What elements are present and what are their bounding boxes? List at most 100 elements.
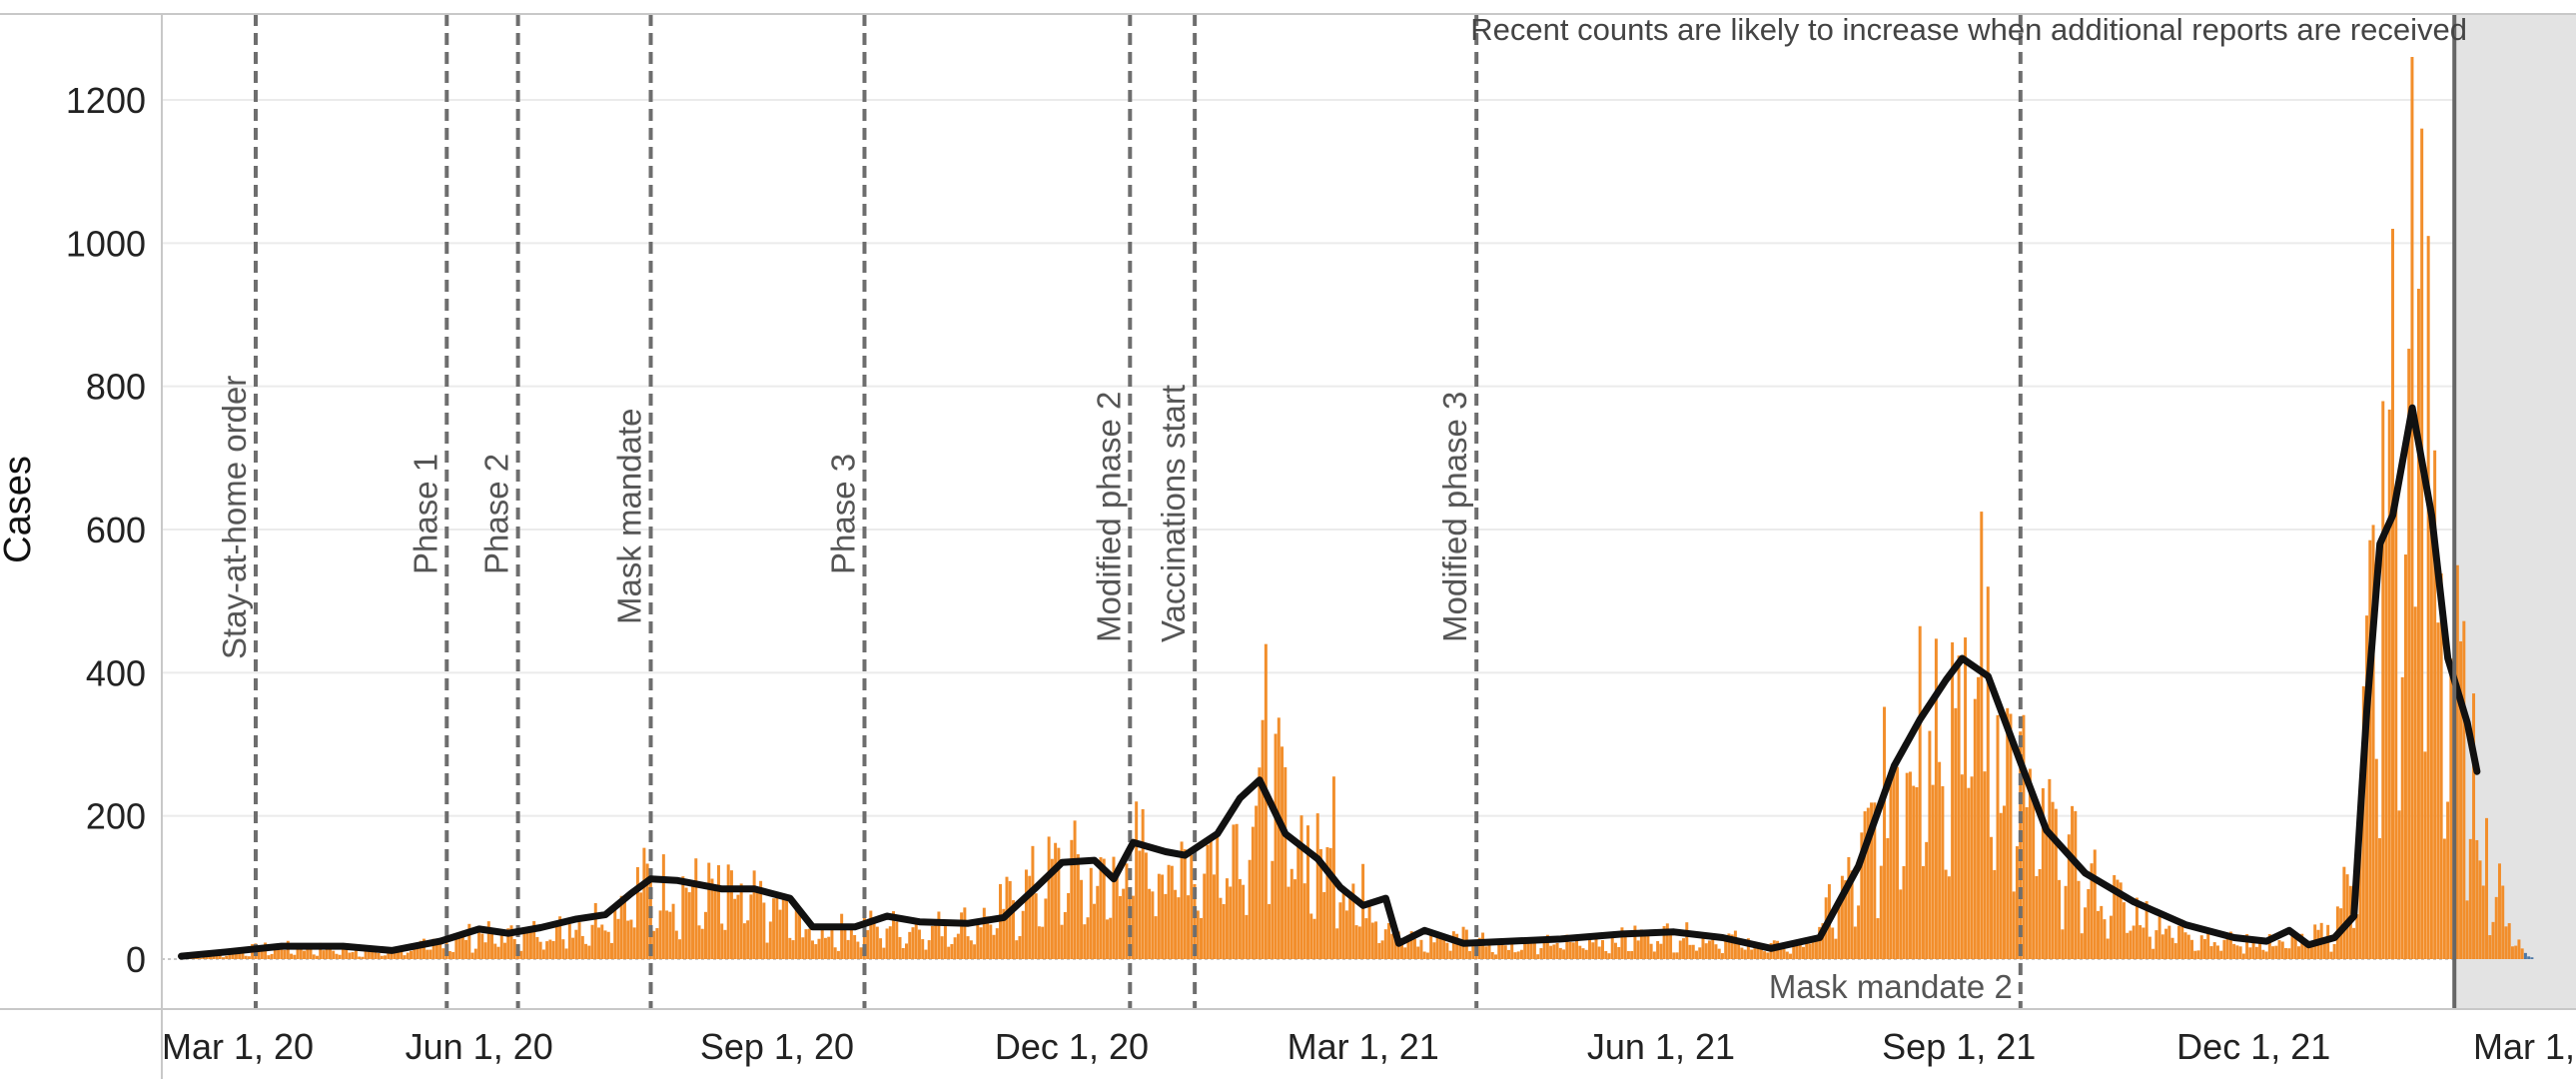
seven-day-average-line [178, 404, 2481, 960]
daily-case-bar [1513, 952, 1517, 959]
y-tick-label: 400 [86, 652, 146, 693]
daily-case-bar [700, 928, 704, 959]
daily-case-bar [1063, 911, 1067, 959]
daily-case-bar [457, 932, 461, 959]
daily-case-bar [587, 945, 591, 959]
daily-case-bar [312, 954, 316, 959]
daily-case-bar [199, 958, 203, 959]
daily-case-bar [1151, 891, 1155, 959]
daily-case-bar [687, 892, 691, 959]
daily-case-bar [499, 934, 503, 959]
daily-case-bar [901, 947, 905, 959]
daily-case-bar [2381, 401, 2385, 959]
daily-case-bar [820, 924, 824, 959]
daily-case-bar [2122, 902, 2126, 959]
daily-case-bar [1380, 940, 1384, 959]
daily-case-bar [2287, 948, 2291, 959]
daily-case-bar [1435, 933, 1439, 959]
y-tick-label: 0 [126, 939, 146, 980]
daily-case-bar [1980, 512, 1984, 959]
daily-case-bar [1277, 717, 1281, 959]
daily-case-bar [1814, 940, 1818, 959]
daily-case-bar [2061, 929, 2065, 959]
daily-case-bar [2407, 349, 2411, 960]
daily-case-bar [1429, 933, 1433, 959]
daily-case-bar [989, 924, 993, 959]
daily-case-bar [400, 950, 404, 959]
daily-case-bar [2436, 622, 2440, 959]
daily-case-bar [451, 951, 455, 959]
daily-case-bar [1795, 945, 1799, 959]
daily-case-bar [545, 941, 549, 959]
daily-case-bar [785, 896, 789, 959]
y-tick-label: 800 [86, 367, 146, 408]
daily-case-bar [1125, 863, 1129, 959]
daily-case-bar [788, 937, 792, 959]
daily-case-bar [807, 928, 811, 959]
daily-case-bar [1167, 864, 1171, 959]
daily-case-bar [1698, 947, 1702, 959]
daily-case-bar [2157, 916, 2161, 959]
daily-case-bar [613, 904, 617, 959]
daily-case-bar [976, 923, 980, 959]
daily-case-bar [273, 946, 277, 959]
daily-case-bar [2429, 519, 2433, 959]
daily-case-bar [1840, 875, 1844, 959]
daily-case-bar [1983, 771, 1987, 959]
daily-case-bar [1626, 950, 1630, 959]
daily-case-bar [2116, 879, 2120, 959]
daily-case-bar [713, 889, 717, 959]
daily-case-bar [2397, 810, 2401, 959]
daily-case-bar [1242, 884, 1246, 959]
daily-case-bar [856, 941, 860, 959]
daily-case-bar [1264, 643, 1268, 959]
daily-case-bar [619, 895, 623, 959]
y-tick-label: 600 [86, 510, 146, 550]
daily-case-bar [241, 949, 245, 959]
daily-case-bar [1805, 942, 1809, 959]
daily-case-bar [325, 943, 329, 959]
daily-case-bar [1607, 953, 1611, 959]
daily-case-bar [1905, 772, 1909, 959]
daily-case-bar [2009, 713, 2013, 959]
daily-case-bar [2028, 768, 2032, 959]
daily-case-bar [480, 933, 484, 959]
daily-case-bar [2442, 838, 2446, 959]
daily-case-bar [1993, 869, 1997, 959]
daily-case-bar [335, 953, 339, 959]
event-label: Phase 2 [478, 454, 515, 574]
daily-case-bar [2183, 932, 2187, 959]
daily-case-bar [1238, 878, 1242, 959]
daily-case-bar [354, 950, 358, 959]
daily-case-bar [1131, 895, 1135, 959]
daily-case-bar [2284, 948, 2288, 959]
daily-case-bar [1578, 945, 1582, 959]
x-tick-label: Dec 1, 21 [2176, 1026, 2330, 1067]
daily-case-bar [759, 880, 763, 959]
daily-case-bar [1289, 868, 1293, 959]
daily-case-bar [639, 892, 643, 959]
event-label: Modified phase 3 [1436, 392, 1473, 642]
daily-case-bar [332, 950, 336, 959]
daily-case-bar [1015, 940, 1019, 959]
daily-case-bar [538, 941, 542, 959]
daily-case-bar [1759, 944, 1763, 959]
daily-case-bar [1740, 947, 1744, 959]
daily-case-bar [1309, 913, 1313, 959]
daily-case-bar [2322, 939, 2326, 959]
daily-case-bar [1338, 902, 1342, 959]
daily-case-bar [1879, 865, 1883, 959]
daily-case-bar [509, 925, 513, 959]
daily-case-bar [1390, 933, 1394, 959]
daily-case-bar [1141, 808, 1145, 959]
daily-case-bar [2248, 947, 2252, 959]
daily-case-bar [694, 858, 698, 959]
daily-case-bar [2154, 930, 2158, 959]
daily-case-bar [1187, 895, 1191, 959]
daily-case-bar [1073, 820, 1077, 959]
daily-case-bar [1584, 949, 1588, 959]
daily-case-bar [212, 955, 216, 959]
daily-case-bar [1089, 867, 1093, 959]
daily-case-bar [2394, 489, 2398, 959]
daily-case-bar [454, 939, 458, 959]
